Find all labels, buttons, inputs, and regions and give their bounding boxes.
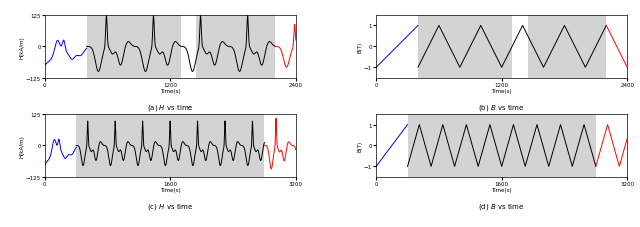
- Text: (b) $B$ vs time: (b) $B$ vs time: [478, 102, 525, 112]
- Y-axis label: B(T): B(T): [358, 42, 362, 53]
- Y-axis label: H(kA/m): H(kA/m): [19, 135, 24, 157]
- X-axis label: Time(s): Time(s): [160, 89, 180, 94]
- Text: (a) $H$ vs time: (a) $H$ vs time: [147, 102, 194, 112]
- Bar: [86, 16, 180, 78]
- Bar: [196, 16, 275, 78]
- X-axis label: Time(s): Time(s): [492, 188, 512, 192]
- X-axis label: Time(s): Time(s): [492, 89, 512, 94]
- Y-axis label: H(kA/m): H(kA/m): [19, 36, 24, 58]
- Bar: [408, 115, 596, 177]
- Bar: [76, 115, 264, 177]
- X-axis label: Time(s): Time(s): [160, 188, 180, 192]
- Bar: [528, 16, 606, 78]
- Y-axis label: B(T): B(T): [358, 140, 362, 151]
- Bar: [418, 16, 512, 78]
- Text: (d) $B$ vs time: (d) $B$ vs time: [478, 201, 525, 211]
- Text: (c) $H$ vs time: (c) $H$ vs time: [147, 201, 193, 211]
